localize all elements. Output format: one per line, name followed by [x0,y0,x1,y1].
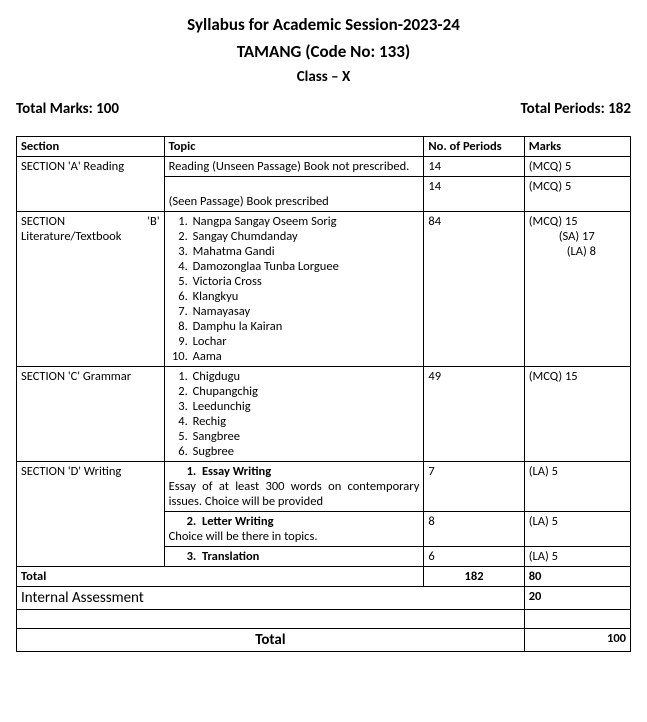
total-periods: 182 [424,567,524,587]
section-d-topic-1: 1. Essay Writing Essay of at least 300 w… [164,462,424,512]
grand-total-label: Total [17,629,525,652]
section-c-topics: ChigduguChupangchigLeedunchigRechigSangb… [164,367,424,462]
section-a-marks-2: (MCQ) 5 [524,177,630,212]
list-item: Aama [191,349,420,364]
list-item: Damozonglaa Tunba Lorguee [191,259,420,274]
table-row: SECTION 'D' Writing 1. Essay Writing Ess… [17,462,631,512]
grand-total-marks: 100 [524,629,630,652]
list-item: Sangay Chumdanday [191,229,420,244]
list-item: Klangkyu [191,289,420,304]
total-marks-label: Total Marks: 100 [16,100,119,118]
class-line: Class – X [16,68,631,86]
section-a-marks-1: (MCQ) 5 [524,157,630,177]
page-title: Syllabus for Academic Session-2023-24 [16,14,631,35]
internal-label: Internal Assessment [17,587,525,610]
spacer-row [17,610,631,629]
total-label: Total [17,567,424,587]
section-c-label: SECTION 'C' Grammar [17,367,165,462]
subject-line: TAMANG (Code No: 133) [16,41,631,62]
section-a-topic-2: (Seen Passage) Book prescribed [164,177,424,212]
section-b-periods: 84 [424,212,524,367]
list-item: Lochar [191,334,420,349]
table-row: SECTION 'B' Literature/Textbook Nangpa S… [17,212,631,367]
meta-row: Total Marks: 100 Total Periods: 182 [16,100,631,118]
syllabus-table: Section Topic No. of Periods Marks SECTI… [16,136,631,652]
header-periods: No. of Periods [424,137,524,157]
list-item: Victoria Cross [191,274,420,289]
header-marks: Marks [524,137,630,157]
section-a-periods-2: 14 [424,177,524,212]
section-d-marks-1: (LA) 5 [524,462,630,512]
section-d-marks-3: (LA) 5 [524,547,630,567]
list-item: Damphu la Kairan [191,319,420,334]
total-marks: 80 [524,567,630,587]
section-d-topic-2: 2. Letter Writing Choice will be there i… [164,512,424,547]
section-d-marks-2: (LA) 5 [524,512,630,547]
list-item: Chupangchig [191,384,420,399]
header-section: Section [17,137,165,157]
section-d-periods-1: 7 [424,462,524,512]
section-d-periods-2: 8 [424,512,524,547]
section-a-topic-1: Reading (Unseen Passage) Book not prescr… [164,157,424,177]
section-b-marks: (MCQ) 15 (SA) 17 (LA) 8 [524,212,630,367]
table-row: SECTION 'C' Grammar ChigduguChupangchigL… [17,367,631,462]
section-c-marks: (MCQ) 15 [524,367,630,462]
list-item: Namayasay [191,304,420,319]
list-item: Sugbree [191,444,420,459]
table-header-row: Section Topic No. of Periods Marks [17,137,631,157]
list-item: Chigdugu [191,369,420,384]
list-item: Nangpa Sangay Oseem Sorig [191,214,420,229]
list-item: Sangbree [191,429,420,444]
section-d-periods-3: 6 [424,547,524,567]
grand-total-row: Total 100 [17,629,631,652]
section-a-periods-1: 14 [424,157,524,177]
list-item: Mahatma Gandi [191,244,420,259]
total-periods-label: Total Periods: 182 [521,100,631,118]
table-row: SECTION 'A' Reading Reading (Unseen Pass… [17,157,631,177]
internal-marks: 20 [524,587,630,610]
list-item: Leedunchig [191,399,420,414]
total-row: Total 182 80 [17,567,631,587]
internal-row: Internal Assessment 20 [17,587,631,610]
section-b-label: SECTION 'B' Literature/Textbook [17,212,165,367]
section-a-label: SECTION 'A' Reading [17,157,165,212]
section-b-topics: Nangpa Sangay Oseem SorigSangay Chumdand… [164,212,424,367]
section-d-topic-3: 3. Translation [164,547,424,567]
header-topic: Topic [164,137,424,157]
list-item: Rechig [191,414,420,429]
section-c-periods: 49 [424,367,524,462]
section-d-label: SECTION 'D' Writing [17,462,165,567]
